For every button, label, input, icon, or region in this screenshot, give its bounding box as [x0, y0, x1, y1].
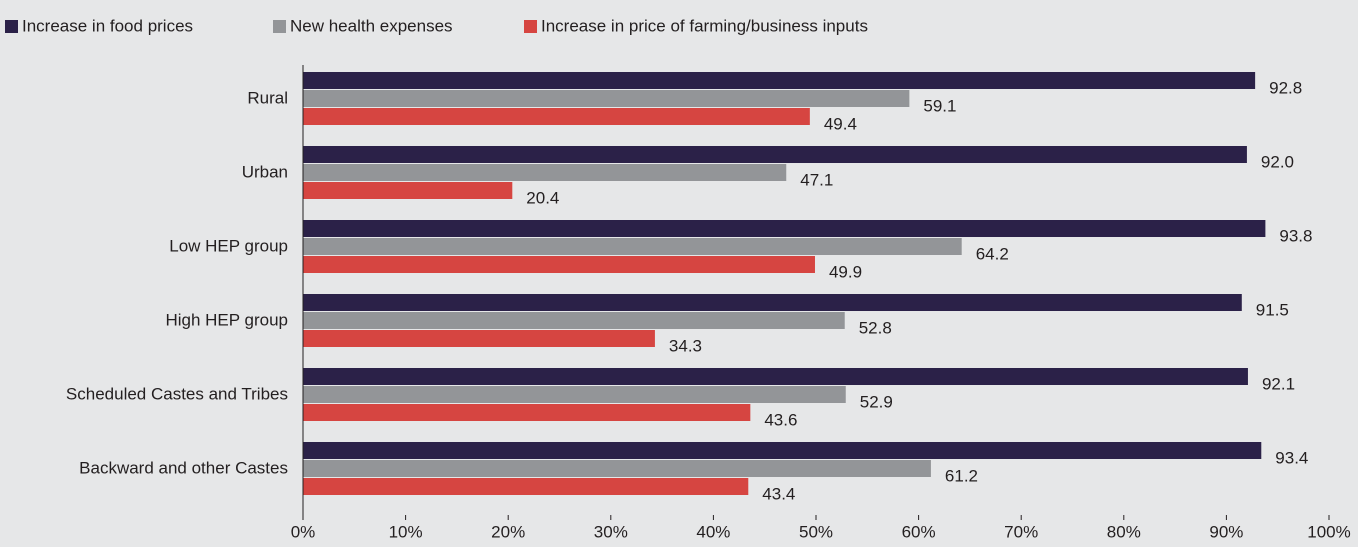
legend-swatch [5, 20, 18, 33]
data-label: 61.2 [945, 466, 978, 485]
data-label: 49.4 [824, 114, 857, 133]
data-label: 52.8 [859, 318, 892, 337]
bar [303, 368, 1248, 385]
bar [303, 442, 1262, 459]
bar [303, 386, 846, 403]
y-tick-label: Scheduled Castes and Tribes [66, 384, 288, 403]
bar [303, 312, 845, 329]
data-label: 52.9 [860, 392, 893, 411]
bar [303, 164, 787, 181]
legend-label: New health expenses [290, 16, 453, 35]
x-tick-label: 10% [389, 522, 423, 541]
x-tick-label: 20% [491, 522, 525, 541]
data-label: 43.4 [762, 484, 795, 503]
legend-swatch [273, 20, 286, 33]
y-tick-label: Rural [247, 88, 288, 107]
y-tick-label: Backward and other Castes [79, 458, 288, 477]
y-tick-label: High HEP group [165, 310, 288, 329]
bar [303, 146, 1247, 163]
x-tick-label: 30% [594, 522, 628, 541]
data-label: 20.4 [526, 188, 559, 207]
bar [303, 220, 1266, 237]
x-tick-label: 60% [902, 522, 936, 541]
data-label: 93.4 [1275, 448, 1308, 467]
data-label: 49.9 [829, 262, 862, 281]
data-label: 43.6 [764, 410, 797, 429]
x-tick-label: 100% [1307, 522, 1350, 541]
data-label: 92.1 [1262, 374, 1295, 393]
x-tick-label: 50% [799, 522, 833, 541]
legend-label: Increase in food prices [22, 16, 193, 35]
data-label: 92.8 [1269, 78, 1302, 97]
data-label: 47.1 [800, 170, 833, 189]
bar [303, 330, 655, 347]
x-tick-label: 0% [291, 522, 316, 541]
legend-swatch [524, 20, 537, 33]
bar [303, 460, 931, 477]
data-label: 92.0 [1261, 152, 1294, 171]
bar [303, 478, 749, 495]
x-tick-label: 80% [1107, 522, 1141, 541]
y-tick-label: Low HEP group [169, 236, 288, 255]
x-tick-label: 40% [696, 522, 730, 541]
bar [303, 182, 513, 199]
data-label: 34.3 [669, 336, 702, 355]
y-tick-label: Urban [242, 162, 288, 181]
bar [303, 294, 1242, 311]
bar [303, 90, 910, 107]
bar [303, 238, 962, 255]
data-label: 91.5 [1256, 300, 1289, 319]
bar [303, 108, 810, 125]
bar [303, 256, 815, 273]
x-tick-label: 70% [1004, 522, 1038, 541]
x-tick-label: 90% [1209, 522, 1243, 541]
data-label: 64.2 [976, 244, 1009, 263]
legend-label: Increase in price of farming/business in… [541, 16, 868, 35]
data-label: 59.1 [923, 96, 956, 115]
data-label: 93.8 [1279, 226, 1312, 245]
bar [303, 404, 751, 421]
bar [303, 72, 1256, 89]
